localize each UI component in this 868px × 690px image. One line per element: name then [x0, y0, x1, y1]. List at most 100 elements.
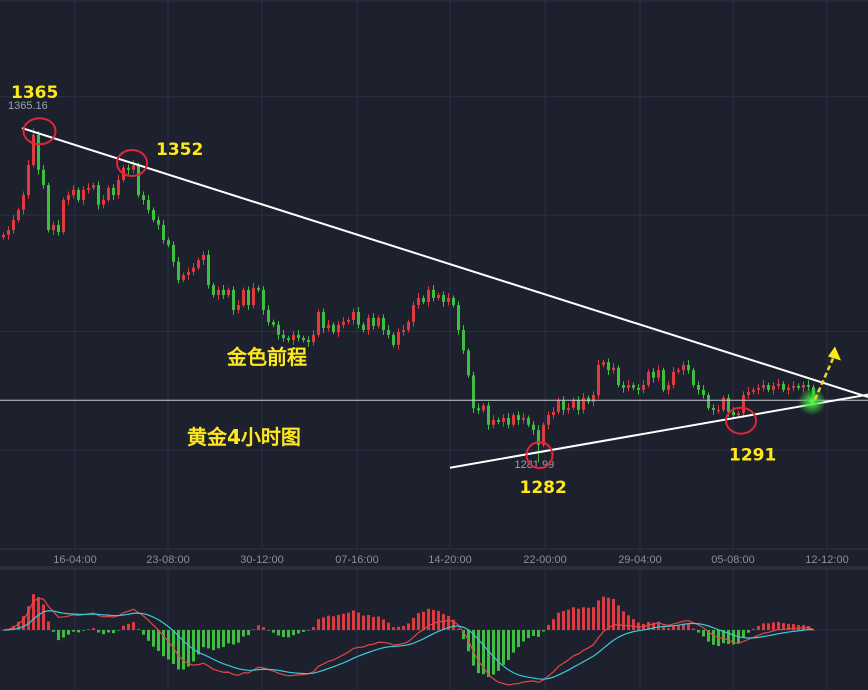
- macd-histogram-bar: [232, 630, 235, 645]
- candle: [577, 399, 580, 410]
- macd-histogram-bar: [767, 623, 770, 630]
- highlight-circle: [116, 148, 148, 177]
- candle: [717, 409, 720, 412]
- candle: [82, 189, 85, 200]
- candle: [327, 324, 330, 328]
- macd-histogram-bar: [377, 616, 380, 630]
- candle: [177, 261, 180, 280]
- macd-histogram-bar: [357, 612, 360, 630]
- candle: [22, 195, 25, 210]
- candle: [777, 383, 780, 386]
- candle: [217, 289, 220, 296]
- candle: [157, 220, 160, 225]
- macd-histogram-bar: [227, 630, 230, 644]
- x-tick-label: 29-04:00: [618, 554, 661, 566]
- macd-histogram-bar: [222, 630, 225, 647]
- high-annotation: 1365: [11, 83, 58, 103]
- macd-histogram-bar: [142, 630, 145, 635]
- high-price-label: 1365.16: [8, 100, 48, 112]
- macd-histogram-bar: [152, 630, 155, 647]
- macd-histogram-bar: [482, 630, 485, 675]
- macd-histogram-bar: [727, 630, 730, 644]
- macd-histogram-bar: [487, 630, 490, 677]
- macd-histogram-bar: [277, 630, 280, 636]
- macd-histogram-bar: [257, 625, 260, 630]
- candle: [677, 370, 680, 372]
- macd-histogram-bar: [677, 625, 680, 630]
- candle: [792, 385, 795, 388]
- candle: [52, 224, 55, 231]
- macd-histogram-bar: [27, 606, 30, 630]
- macd-histogram-bar: [567, 609, 570, 630]
- candle: [657, 370, 660, 378]
- macd-histogram-bar: [127, 623, 130, 630]
- macd-histogram-bar: [122, 625, 125, 630]
- macd-histogram-bar: [507, 630, 510, 661]
- macd-histogram-bar: [307, 630, 310, 631]
- time-axis-band: [0, 548, 868, 568]
- candle: [372, 317, 375, 326]
- macd-histogram-bar: [582, 607, 585, 630]
- candle: [212, 285, 215, 296]
- candle: [357, 311, 360, 325]
- candle: [47, 185, 50, 231]
- candle: [727, 397, 730, 412]
- macd-histogram-bar: [247, 630, 250, 636]
- candle: [662, 370, 665, 390]
- macd-histogram-bar: [472, 630, 475, 666]
- candle: [297, 334, 300, 339]
- highlight-circle: [525, 441, 554, 470]
- candle: [312, 334, 315, 343]
- macd-histogram-bar: [547, 624, 550, 630]
- candle: [407, 321, 410, 331]
- macd-dea-line: [3, 610, 814, 680]
- macd-histogram-bar: [672, 626, 675, 630]
- time-axis: 016-04:0023-08:0030-12:0007-16:0014-20:0…: [53, 554, 848, 566]
- macd-histogram-bar: [297, 630, 300, 634]
- macd-histogram-bar: [397, 626, 400, 630]
- candle: [72, 189, 75, 196]
- macd-histogram-bar: [302, 630, 305, 632]
- candle: [337, 324, 340, 333]
- candle: [227, 289, 230, 296]
- macd-histogram-bar: [132, 622, 135, 630]
- macd-histogram-bar: [112, 630, 115, 634]
- macd-histogram-bar: [217, 630, 220, 649]
- macd-histogram-bar: [272, 630, 275, 633]
- candle: [397, 332, 400, 345]
- candle: [402, 330, 405, 333]
- macd-histogram-bar: [162, 630, 165, 657]
- candle: [767, 385, 770, 390]
- macd-histogram-bar: [17, 621, 20, 630]
- macd-histogram-bar: [207, 630, 210, 649]
- macd-histogram-bar: [177, 630, 180, 670]
- macd-histogram-bar: [572, 607, 575, 630]
- macd-histogram-bar: [452, 619, 455, 630]
- macd-histogram-bar: [742, 630, 745, 638]
- candle: [462, 330, 465, 351]
- macd-histogram-bar: [587, 607, 590, 630]
- candle: [547, 415, 550, 425]
- candle: [417, 297, 420, 306]
- candle: [187, 271, 190, 276]
- candle: [432, 289, 435, 298]
- candle: [807, 385, 810, 388]
- x-tick-label: 30-12:00: [240, 554, 283, 566]
- candle: [262, 289, 265, 310]
- candle: [457, 305, 460, 331]
- candle: [62, 199, 65, 233]
- macd-histogram-bar: [652, 622, 655, 630]
- candle: [367, 317, 370, 331]
- macd-histogram-bar: [87, 629, 90, 630]
- candle: [167, 240, 170, 245]
- macd-histogram-bar: [782, 623, 785, 630]
- macd-histogram-bar: [212, 630, 215, 651]
- candle: [637, 387, 640, 390]
- macd-histogram-bar: [337, 615, 340, 630]
- macd-histogram-bar: [552, 619, 555, 630]
- macd-histogram-bar: [622, 611, 625, 630]
- candle: [452, 297, 455, 306]
- macd-histogram-bar: [32, 594, 35, 630]
- candle: [442, 295, 445, 302]
- macd-histogram-bar: [22, 616, 25, 630]
